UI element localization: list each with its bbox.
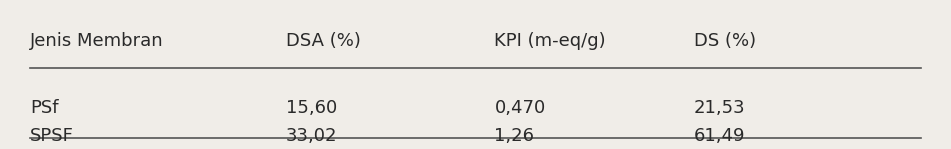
Text: 1,26: 1,26 [495,127,534,145]
Text: 33,02: 33,02 [286,127,338,145]
Text: DSA (%): DSA (%) [286,32,360,50]
Text: Jenis Membran: Jenis Membran [29,32,164,50]
Text: DS (%): DS (%) [693,32,756,50]
Text: 21,53: 21,53 [693,99,746,117]
Text: 15,60: 15,60 [286,99,337,117]
Text: 0,470: 0,470 [495,99,546,117]
Text: 61,49: 61,49 [693,127,745,145]
Text: KPI (m-eq/g): KPI (m-eq/g) [495,32,606,50]
Text: PSf: PSf [29,99,58,117]
Text: SPSF: SPSF [29,127,74,145]
